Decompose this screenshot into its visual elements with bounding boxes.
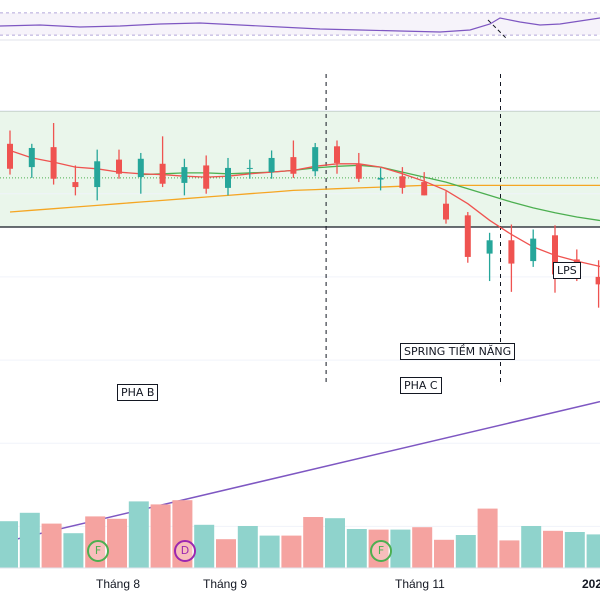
candle-body-11: [225, 167, 231, 188]
volume-bar-27: [564, 532, 585, 568]
volume-bar-16: [325, 518, 345, 568]
candle-12: [246, 159, 253, 179]
volume-bar-10: [194, 524, 215, 568]
volume-bar-15: [303, 517, 324, 568]
volume-bar-24: [499, 540, 520, 568]
candle-body-17: [355, 164, 362, 179]
volume-bar-1: [0, 521, 18, 568]
candle-16: [334, 140, 340, 174]
candle-18: [377, 167, 384, 191]
volume-bar-19: [390, 529, 411, 568]
x-tick-label-year: 202: [582, 577, 600, 591]
event-marker-f-2[interactable]: F: [370, 540, 392, 562]
volume-bar-20: [412, 527, 433, 568]
event-marker-d[interactable]: D: [174, 540, 196, 562]
volume-bar-13: [259, 535, 280, 568]
candle-body-15: [312, 147, 319, 172]
candle-body-23: [486, 240, 493, 254]
candle-body-26: [552, 235, 558, 275]
candle-body-18: [377, 177, 384, 180]
candle-7: [137, 152, 144, 194]
candle-body-8: [159, 163, 166, 184]
candle-body-28: [595, 276, 600, 285]
candle-25: [530, 229, 537, 267]
annotation-spring: SPRING TIỀM NĂNG: [400, 343, 516, 360]
volume-bar-7: [128, 501, 149, 568]
candle-21: [443, 191, 449, 224]
volume-bar-2: [19, 512, 40, 568]
candle-19: [399, 167, 406, 194]
candle-20: [421, 172, 428, 196]
volume-bar-8: [150, 504, 171, 568]
candle-8: [159, 136, 166, 188]
candle-26: [552, 225, 558, 293]
candle-body-6: [116, 159, 122, 174]
candle-body-9: [181, 167, 188, 183]
candle-22: [464, 212, 471, 263]
candle-body-3: [50, 147, 57, 179]
volume-bar-25: [521, 526, 542, 568]
candle-24: [508, 224, 515, 292]
volume-bar-3: [41, 523, 62, 568]
candle-body-12: [246, 167, 253, 169]
candle-body-1: [7, 143, 13, 169]
candle-body-5: [94, 161, 101, 188]
candle-13: [268, 150, 275, 179]
candle-17: [355, 152, 362, 183]
candle-body-7: [137, 158, 144, 178]
volume-bar-22: [455, 535, 476, 568]
volume-bar-23: [477, 508, 498, 568]
oscillator-line: [0, 17, 600, 33]
candle-body-19: [399, 176, 406, 188]
candle-body-10: [203, 165, 210, 189]
volume-bar-17: [346, 529, 367, 568]
annotation-lps: LPS: [553, 262, 581, 279]
oscillator-pane: [0, 0, 600, 41]
volume-bar-26: [543, 530, 563, 568]
candle-5: [94, 149, 101, 201]
volume-bar-11: [216, 539, 236, 568]
candle-1: [7, 130, 13, 175]
candle-10: [203, 155, 210, 194]
candle-3: [50, 123, 57, 185]
volume-bar-28: [586, 534, 600, 568]
candle-body-21: [443, 203, 449, 220]
x-tick-label-thang-11: Tháng 11: [395, 577, 445, 591]
candle-body-20: [421, 182, 428, 196]
x-tick-label-thang-8: Tháng 8: [96, 577, 141, 591]
candle-23: [486, 232, 493, 282]
annotation-pha-c: PHA C: [400, 377, 442, 394]
annotation-pha-b: PHA B: [117, 384, 159, 401]
volume-bar-12: [237, 526, 258, 568]
candle-body-4: [72, 182, 79, 188]
volume-bar-4: [63, 533, 84, 568]
candle-body-13: [268, 157, 275, 173]
volume-bar-14: [281, 535, 302, 568]
candle-11: [225, 157, 231, 196]
candle-body-16: [334, 146, 340, 163]
candle-body-2: [28, 147, 35, 168]
candle-9: [181, 158, 188, 196]
candle-body-25: [530, 238, 537, 262]
candle-2: [28, 143, 35, 178]
candle-15: [312, 142, 319, 177]
volume-bar-6: [107, 518, 127, 568]
candle-body-14: [290, 157, 297, 174]
candle-14: [290, 140, 297, 178]
candle-body-24: [508, 240, 515, 264]
candle-28: [595, 260, 600, 308]
candle-body-22: [464, 215, 471, 257]
x-tick-label-thang-9: Tháng 9: [203, 577, 248, 591]
candle-4: [72, 165, 79, 196]
candle-6: [116, 149, 122, 179]
event-marker-f-1[interactable]: F: [87, 540, 109, 562]
volume-bar-21: [434, 539, 454, 568]
